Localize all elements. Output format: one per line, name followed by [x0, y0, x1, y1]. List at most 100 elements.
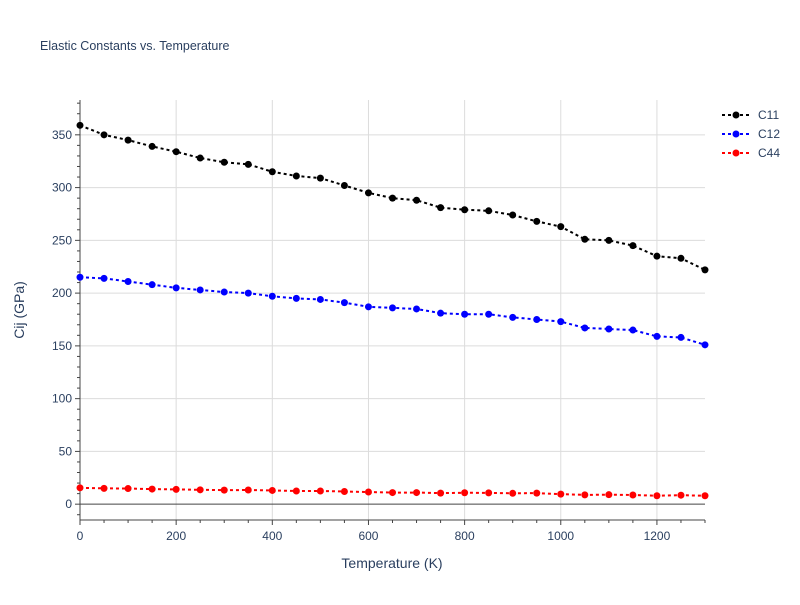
data-point-c44	[76, 484, 84, 492]
grid-layer	[80, 100, 705, 520]
data-point-c11	[220, 158, 228, 166]
data-point-c12	[244, 289, 252, 297]
data-point-c11	[244, 160, 252, 168]
data-point-c11	[533, 217, 541, 225]
data-point-c11	[701, 266, 709, 274]
legend-marker	[732, 149, 740, 157]
data-point-c44	[485, 489, 493, 497]
legend[interactable]: C11 C12 C44	[722, 108, 780, 160]
data-point-c11	[389, 194, 396, 202]
data-point-c12	[581, 324, 589, 332]
x-tick-label: 600	[358, 529, 378, 543]
data-point-c12	[340, 299, 348, 307]
data-point-c11	[124, 136, 132, 144]
data-point-c44	[677, 491, 685, 499]
data-point-c12	[533, 315, 541, 323]
data-point-c44	[244, 486, 252, 494]
y-axis-title: Cij (GPa)	[11, 281, 27, 339]
data-point-c12	[148, 281, 156, 289]
data-point-c44	[148, 485, 156, 493]
data-point-c11	[172, 148, 180, 156]
data-point-c12	[172, 284, 180, 292]
data-point-c11	[196, 154, 204, 162]
legend-label: C12	[758, 127, 780, 141]
data-point-c12	[268, 292, 276, 300]
data-point-c11	[100, 131, 108, 139]
x-tick-label: 400	[262, 529, 282, 543]
y-tick-label: 0	[65, 497, 72, 511]
data-point-c12	[220, 288, 228, 296]
data-point-c12	[413, 305, 421, 313]
x-tick-label: 0	[77, 529, 84, 543]
data-point-c44	[172, 485, 180, 493]
data-point-c44	[124, 485, 132, 493]
data-point-c44	[364, 488, 372, 496]
x-tick-label: 200	[166, 529, 186, 543]
data-point-c11	[292, 172, 300, 180]
data-point-c11	[76, 121, 84, 129]
y-tick-label: 200	[52, 286, 72, 300]
data-point-c12	[461, 310, 469, 318]
y-tick-label: 250	[52, 233, 72, 247]
x-tick-label: 1200	[644, 529, 671, 543]
data-point-c44	[220, 486, 228, 494]
data-point-c44	[196, 486, 204, 494]
data-point-c44	[461, 489, 469, 497]
legend-item-c44[interactable]: C44	[722, 146, 780, 160]
data-point-c11	[148, 142, 156, 150]
data-point-c44	[437, 489, 445, 497]
x-axis-title: Temperature (K)	[341, 555, 442, 571]
axis-layer: 0 200 400 600 800 1000 1200 0 50 100 150 200 250 300 3…	[52, 100, 706, 543]
data-point-c12	[629, 326, 637, 334]
data-point-c11	[437, 204, 445, 212]
data-point-c44	[533, 489, 541, 497]
y-tick-label: 150	[52, 339, 72, 353]
x-tick-label: 1000	[547, 529, 574, 543]
data-point-c11	[316, 174, 324, 182]
data-point-c44	[340, 488, 348, 496]
data-point-c12	[509, 313, 517, 321]
y-tick-label: 350	[52, 128, 72, 142]
data-point-c12	[316, 295, 324, 303]
data-point-c12	[196, 286, 204, 294]
series-c44	[76, 484, 709, 500]
data-point-c44	[701, 492, 709, 500]
data-point-c11	[268, 168, 276, 176]
data-point-c12	[292, 294, 300, 302]
data-point-c11	[629, 242, 637, 250]
data-point-c44	[581, 491, 589, 499]
data-point-c12	[485, 310, 493, 318]
data-point-c44	[268, 486, 276, 494]
data-point-c44	[605, 491, 613, 499]
data-point-c12	[389, 304, 396, 312]
data-point-c44	[557, 490, 565, 498]
legend-marker	[732, 111, 740, 119]
data-point-c12	[701, 341, 709, 349]
data-point-c12	[100, 274, 108, 282]
data-point-c11	[461, 206, 469, 214]
series-line-c11	[79, 124, 706, 271]
data-point-c12	[605, 325, 613, 333]
data-point-c44	[100, 484, 108, 492]
data-point-c12	[653, 332, 661, 340]
y-tick-label: 300	[52, 181, 72, 195]
data-point-c44	[509, 489, 517, 497]
chart-title: Elastic Constants vs. Temperature	[40, 39, 229, 53]
legend-marker	[732, 130, 740, 138]
y-tick-label: 50	[59, 444, 73, 458]
data-point-c44	[316, 487, 324, 495]
data-point-c12	[124, 278, 132, 286]
series-layer	[76, 121, 709, 500]
legend-item-c12[interactable]: C12	[722, 127, 780, 141]
data-point-c44	[413, 489, 421, 497]
series-c11	[76, 121, 709, 274]
data-point-c12	[677, 333, 685, 341]
legend-item-c11[interactable]: C11	[722, 108, 779, 122]
data-point-c11	[340, 181, 348, 189]
data-point-c44	[653, 492, 661, 500]
data-point-c11	[557, 223, 565, 231]
data-point-c12	[557, 318, 565, 326]
data-point-c44	[292, 487, 300, 495]
data-point-c11	[605, 236, 613, 244]
